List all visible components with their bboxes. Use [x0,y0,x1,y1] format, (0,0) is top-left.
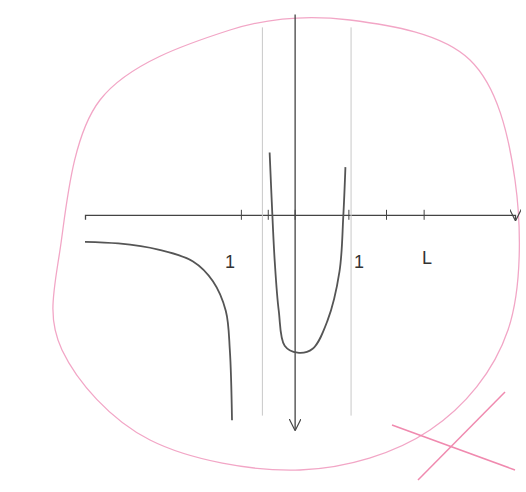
x-tick [386,210,387,220]
x-axis-line [86,215,516,220]
curve [351,27,352,415]
x-tick-mark [241,210,242,220]
annotation: L [422,248,432,268]
x-axis [86,210,516,220]
x-tick [268,210,269,220]
y-axis [295,15,296,430]
y-axis-line [294,15,295,430]
curve [85,242,232,421]
annotation: 1 [354,252,364,272]
x-tick-mark [386,210,387,220]
x-tick-mark [424,210,425,220]
x-tick [241,210,242,220]
marking-circle [53,17,519,470]
annotation: 1 [225,252,235,272]
curve [262,27,263,415]
x-tick-mark [268,210,269,220]
x-tick [348,210,349,220]
x-tick [424,210,425,220]
marking-cross [392,425,515,470]
plot-area [85,27,351,420]
marking-cross [418,392,505,480]
curve [270,152,346,352]
x-tick-mark [348,210,349,220]
